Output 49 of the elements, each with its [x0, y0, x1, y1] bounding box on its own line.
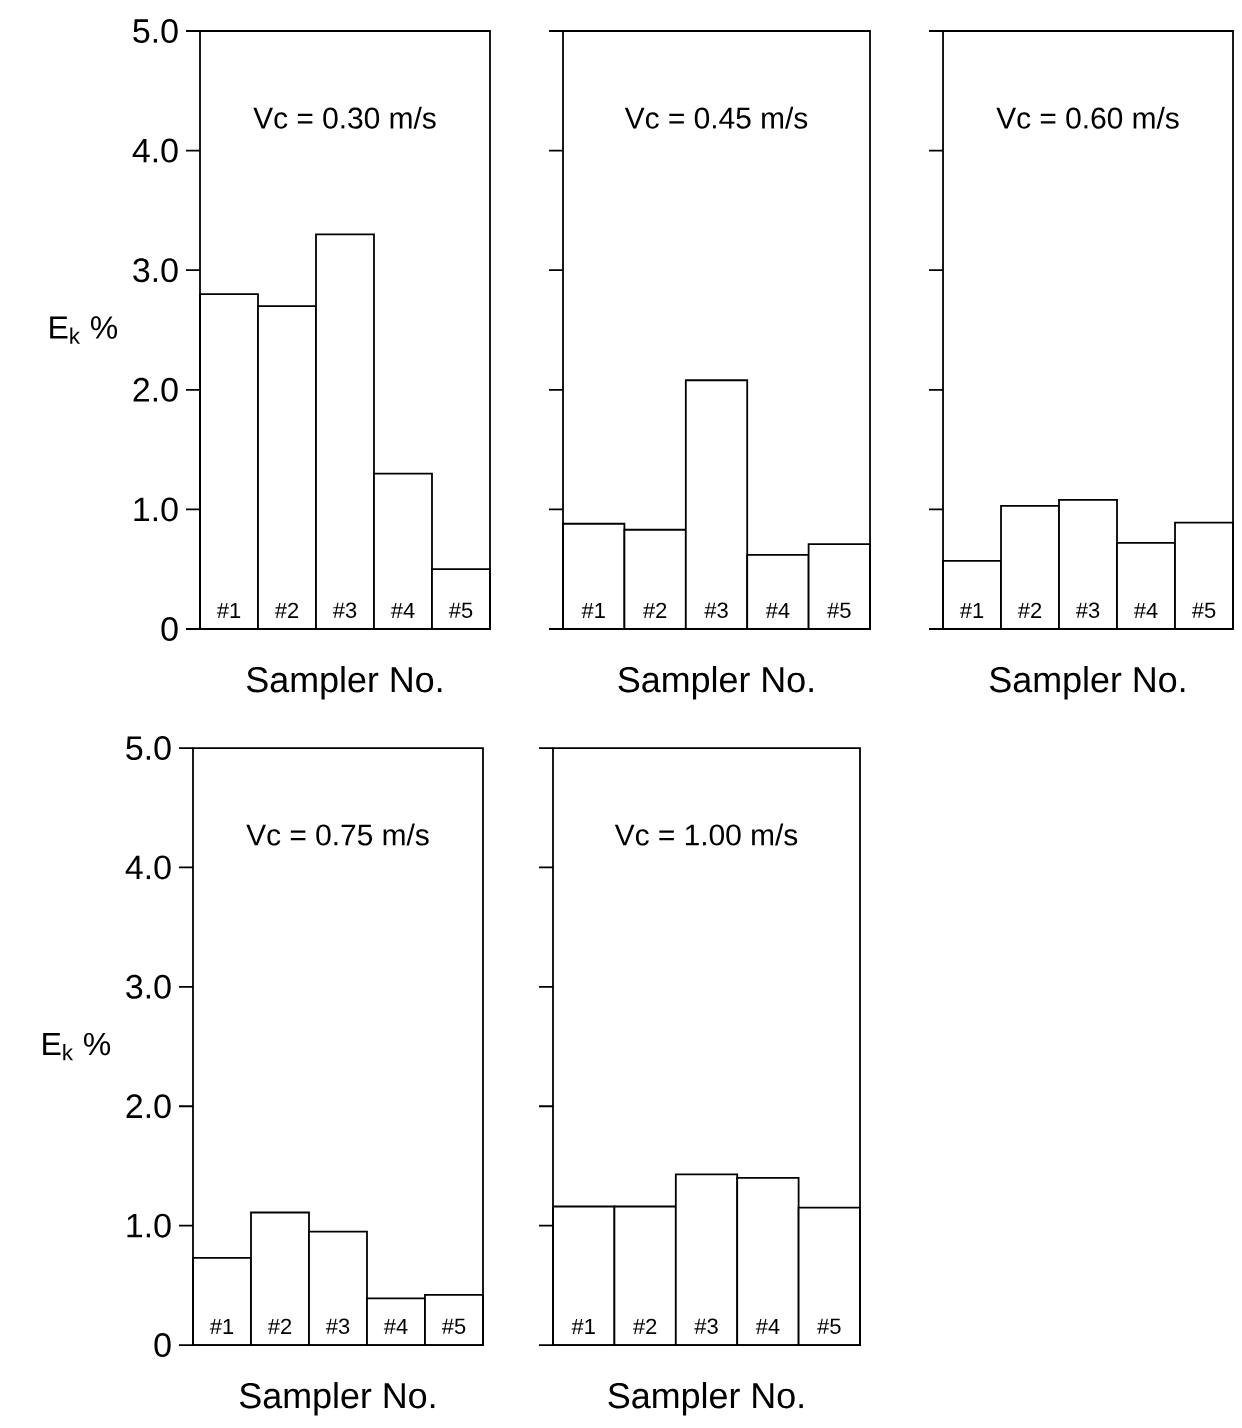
x-tick-label: #2 — [643, 602, 667, 618]
x-tick-label: #1 — [571, 1318, 595, 1334]
x-axis-title: Sampler No. — [618, 666, 813, 700]
annotation: Vc = 0.45 m/s — [624, 106, 808, 129]
x-tick-label: #4 — [755, 1318, 780, 1334]
x-tick-label: #4 — [383, 1318, 408, 1334]
x-tick-label: #5 — [441, 1318, 466, 1334]
y-tick-label: 3.0 — [126, 974, 171, 999]
y-tick-label: 1.0 — [127, 1213, 171, 1238]
x-tick-label: #5 — [1191, 602, 1216, 618]
y-tick-label: 4.0 — [132, 138, 178, 163]
x-tick-label: #3 — [332, 602, 357, 618]
x-tick-label: #3 — [325, 1318, 350, 1334]
x-axis-title: Sampler No. — [246, 666, 442, 700]
x-tick-label: #2 — [274, 602, 299, 618]
x-tick-label: #1 — [209, 1318, 234, 1334]
y-tick-label: 3.0 — [133, 258, 178, 283]
y-axis-title: E$_{k}$ % — [50, 316, 118, 344]
x-tick-label: #5 — [817, 1318, 841, 1334]
x-tick-label: #1 — [959, 602, 984, 618]
y-tick-label: 2.0 — [126, 1094, 171, 1119]
x-tick-label: #2 — [633, 1318, 657, 1334]
y-tick-label: 0 — [161, 617, 178, 642]
x-tick-label: #4 — [390, 602, 415, 618]
x-tick-label: #2 — [1017, 602, 1042, 618]
x-axis-title: Sampler No. — [989, 666, 1185, 700]
x-tick-label: #4 — [765, 602, 790, 618]
y-tick-label: 0 — [154, 1333, 171, 1358]
y-tick-label: 5.0 — [126, 736, 171, 761]
x-tick-label: #5 — [827, 602, 851, 618]
y-tick-label: 1.0 — [134, 497, 178, 522]
y-tick-label: 5.0 — [133, 19, 178, 44]
y-tick-label: 2.0 — [133, 377, 178, 402]
x-tick-label: #1 — [216, 602, 241, 618]
annotation: Vc = 0.75 m/s — [246, 823, 429, 846]
x-axis-title: Sampler No. — [608, 1382, 803, 1416]
annotation: Vc = 0.60 m/s — [996, 106, 1179, 129]
y-axis-title: E$_{k}$ % — [43, 1032, 111, 1061]
x-tick-label: #1 — [581, 602, 605, 618]
x-tick-label: #5 — [448, 602, 473, 618]
x-tick-label: #3 — [704, 602, 728, 618]
annotation: Vc = 1.00 m/s — [614, 823, 798, 846]
x-tick-label: #3 — [1075, 602, 1100, 618]
x-axis-title: Sampler No. — [239, 1382, 435, 1416]
x-tick-label: #2 — [267, 1318, 292, 1334]
x-tick-label: #3 — [694, 1318, 718, 1334]
annotation: Vc = 0.30 m/s — [253, 106, 436, 129]
x-tick-label: #4 — [1133, 602, 1158, 618]
y-tick-label: 4.0 — [125, 855, 171, 880]
